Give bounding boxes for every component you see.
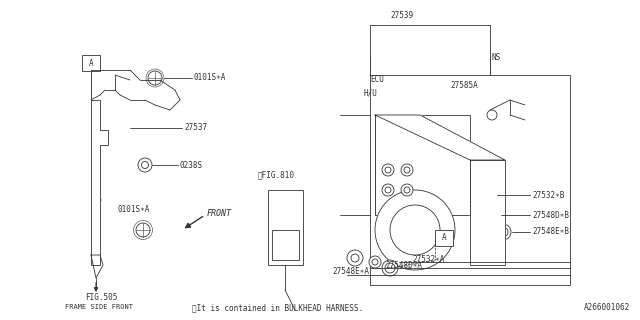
Circle shape bbox=[390, 205, 440, 255]
Circle shape bbox=[382, 184, 394, 196]
Text: ※FIG.810: ※FIG.810 bbox=[258, 171, 295, 180]
Circle shape bbox=[369, 256, 381, 268]
Circle shape bbox=[136, 223, 150, 237]
Circle shape bbox=[401, 164, 413, 176]
Text: A: A bbox=[442, 234, 446, 243]
Text: A: A bbox=[89, 59, 93, 68]
Polygon shape bbox=[91, 100, 108, 265]
Polygon shape bbox=[91, 255, 103, 278]
Circle shape bbox=[375, 190, 455, 270]
Bar bbox=[435, 230, 453, 246]
Polygon shape bbox=[375, 115, 505, 160]
Text: H/U: H/U bbox=[363, 89, 377, 98]
Text: ECU: ECU bbox=[370, 76, 384, 84]
Bar bbox=[82, 55, 100, 71]
Circle shape bbox=[480, 187, 496, 203]
Text: 27548D∗B: 27548D∗B bbox=[532, 211, 569, 220]
Circle shape bbox=[148, 71, 162, 85]
Text: 27539: 27539 bbox=[390, 11, 413, 20]
Text: 27585A: 27585A bbox=[450, 81, 477, 90]
Circle shape bbox=[495, 224, 511, 240]
Text: A266001062: A266001062 bbox=[584, 303, 630, 313]
Bar bbox=[272, 230, 299, 260]
Circle shape bbox=[93, 196, 101, 204]
Text: ※It is contained in BULKHEAD HARNESS.: ※It is contained in BULKHEAD HARNESS. bbox=[192, 303, 363, 313]
Circle shape bbox=[138, 158, 152, 172]
Bar bbox=[268, 190, 303, 265]
Circle shape bbox=[401, 184, 413, 196]
Circle shape bbox=[487, 110, 497, 120]
Text: 27532∗A: 27532∗A bbox=[412, 254, 444, 263]
Text: 0101S∗A: 0101S∗A bbox=[194, 74, 227, 83]
Text: FRONT: FRONT bbox=[207, 209, 232, 218]
Bar bbox=[370, 75, 570, 285]
Text: 27537: 27537 bbox=[184, 124, 207, 132]
Text: 27548E∗B: 27548E∗B bbox=[532, 228, 569, 236]
Bar bbox=[375, 115, 470, 215]
Circle shape bbox=[382, 260, 398, 276]
Text: 27548E∗A: 27548E∗A bbox=[332, 268, 369, 276]
Text: 27532∗B: 27532∗B bbox=[532, 190, 564, 199]
Circle shape bbox=[93, 247, 99, 253]
Circle shape bbox=[382, 164, 394, 176]
Text: 27548D∗A: 27548D∗A bbox=[385, 260, 422, 269]
Text: 0101S∗A: 0101S∗A bbox=[118, 205, 150, 214]
Text: FRAME SIDE FRONT: FRAME SIDE FRONT bbox=[65, 304, 133, 310]
Text: NS: NS bbox=[492, 53, 501, 62]
Polygon shape bbox=[470, 160, 505, 265]
Circle shape bbox=[489, 209, 501, 221]
Text: FIG.505: FIG.505 bbox=[85, 292, 117, 301]
Text: 0238S: 0238S bbox=[180, 161, 203, 170]
Circle shape bbox=[347, 250, 363, 266]
